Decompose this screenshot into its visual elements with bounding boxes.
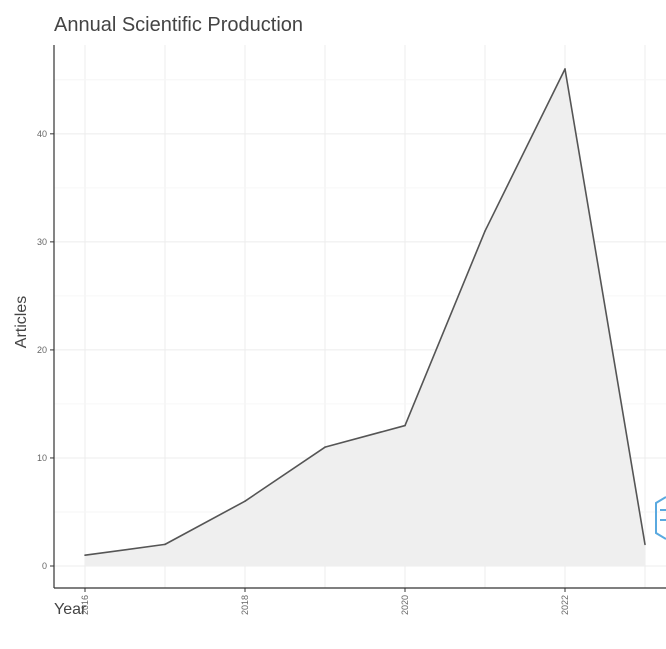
x-axis-ticks: 2016 2018 2020 2022 <box>80 588 570 615</box>
area-fill <box>85 69 645 566</box>
x-tick-label: 2020 <box>400 595 410 615</box>
y-tick-label: 30 <box>37 237 47 247</box>
y-axis-title: Articles <box>13 296 30 348</box>
line-segment-2022-2023 <box>564 68 646 546</box>
axes-layer <box>53 45 666 589</box>
y-tick-label: 40 <box>37 129 47 139</box>
line-segment-2020-2021 <box>404 230 486 427</box>
x-tick-label: 2022 <box>560 595 570 615</box>
x-axis-title: Year <box>54 601 87 618</box>
bibliometrix-logo-icon <box>655 496 666 540</box>
x-tick-label: 2016 <box>80 595 90 615</box>
chart-title: Annual Scientific Production <box>54 14 303 36</box>
line-segment-2021-2022 <box>484 68 566 232</box>
line-segment-2018-2019 <box>244 446 326 502</box>
y-tick-label: 0 <box>42 561 47 571</box>
x-tick-label: 2018 <box>240 595 250 615</box>
y-tick-label: 10 <box>37 453 47 463</box>
line-segment-2017-2018 <box>164 500 246 546</box>
y-tick-label: 20 <box>37 345 47 355</box>
line-segment-2019-2020 <box>324 424 406 448</box>
line-segment-2016-2017 <box>84 543 166 556</box>
y-axis-ticks: 0 10 20 30 40 <box>37 129 54 571</box>
line-layer <box>84 68 646 556</box>
